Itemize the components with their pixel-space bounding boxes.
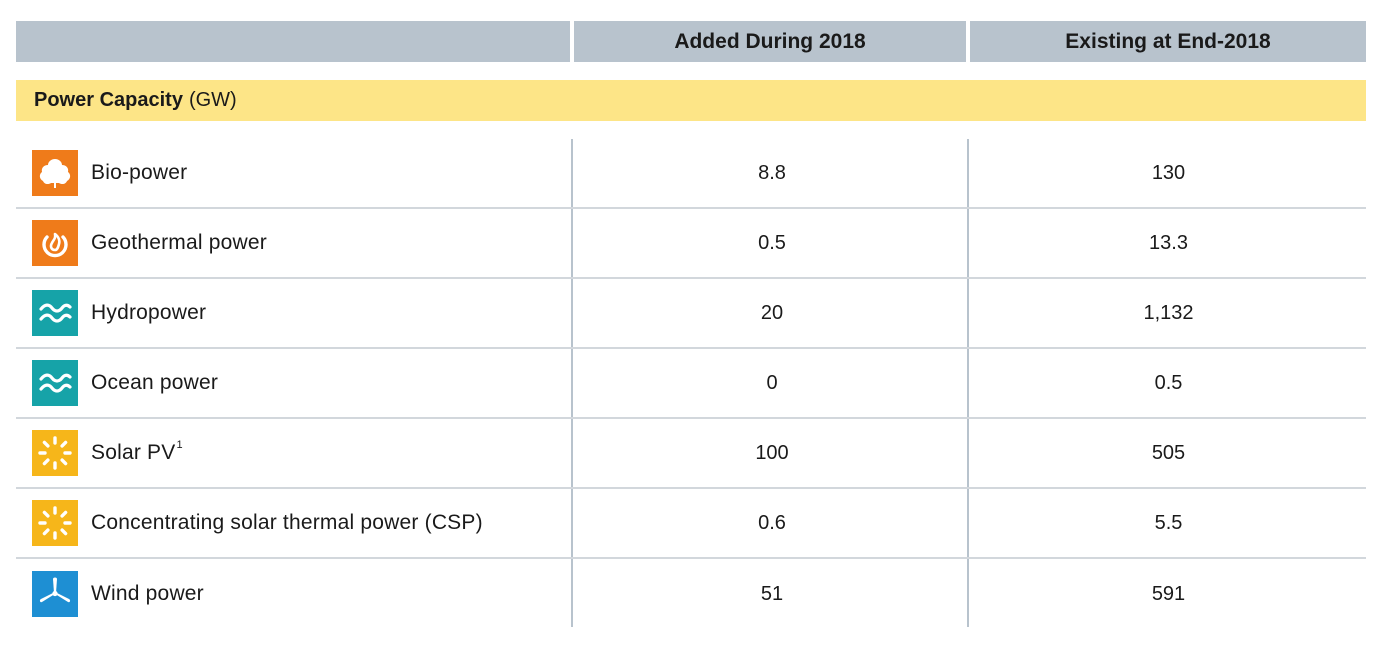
section-title: Power Capacity <box>34 89 183 111</box>
row-label-cell: Hydropower <box>16 279 572 347</box>
header-existing-at-end-2018: Existing at End-2018 <box>970 21 1366 62</box>
table-body: Bio-power 8.8 130 Geothermal power 0.5 1… <box>16 139 1366 629</box>
table-row: Geothermal power 0.5 13.3 <box>16 209 1366 279</box>
table-row: Wind power 51 591 <box>16 559 1366 629</box>
existing-value: 5.5 <box>1154 511 1183 534</box>
row-label-cell: Geothermal power <box>16 209 572 277</box>
table-row: Bio-power 8.8 130 <box>16 139 1366 209</box>
row-label-cell: Bio-power <box>16 139 572 207</box>
row-name: Concentrating solar thermal power (CSP) <box>91 511 483 534</box>
added-value: 0.6 <box>758 511 786 534</box>
row-name: Solar PV1 <box>91 439 183 464</box>
table-row: Ocean power 0 0.5 <box>16 349 1366 419</box>
wind-turbine-icon <box>32 571 78 617</box>
existing-value: 130 <box>1151 161 1186 184</box>
row-name: Geothermal power <box>91 231 267 254</box>
added-value: 20 <box>760 301 784 324</box>
existing-value: 591 <box>1151 582 1186 605</box>
row-label-cell: Solar PV1 <box>16 419 572 487</box>
table-row: Concentrating solar thermal power (CSP) … <box>16 489 1366 559</box>
sun-icon <box>32 430 78 476</box>
row-name: Hydropower <box>91 301 207 324</box>
column-divider <box>967 139 969 627</box>
added-value: 0.5 <box>758 231 786 254</box>
waves-icon <box>32 290 78 336</box>
section-power-capacity: Power Capacity (GW) <box>16 80 1366 121</box>
existing-value: 13.3 <box>1149 231 1188 254</box>
leaf-icon <box>32 150 78 196</box>
footnote-marker: 1 <box>176 439 183 451</box>
existing-value: 1,132 <box>1143 301 1194 324</box>
table-row: Hydropower 20 1,132 <box>16 279 1366 349</box>
header-blank-cell <box>16 21 570 62</box>
row-label-cell: Ocean power <box>16 349 572 417</box>
existing-value: 505 <box>1151 441 1186 464</box>
section-unit: (GW) <box>188 89 237 111</box>
added-value: 100 <box>755 441 789 464</box>
header-added-during-2018: Added During 2018 <box>574 21 966 62</box>
sun-icon <box>32 500 78 546</box>
geothermal-icon <box>32 220 78 266</box>
table-row: Solar PV1 100 505 <box>16 419 1366 489</box>
row-label-cell: Wind power <box>16 559 572 629</box>
row-name: Bio-power <box>91 161 188 184</box>
added-value: 0 <box>766 371 778 394</box>
row-name: Ocean power <box>91 371 219 394</box>
added-value: 51 <box>760 582 784 605</box>
existing-value: 0.5 <box>1154 371 1183 394</box>
row-name: Wind power <box>91 582 204 605</box>
column-divider <box>571 139 573 627</box>
added-value: 8.8 <box>758 161 786 184</box>
row-label-cell: Concentrating solar thermal power (CSP) <box>16 489 572 557</box>
waves-icon <box>32 360 78 406</box>
